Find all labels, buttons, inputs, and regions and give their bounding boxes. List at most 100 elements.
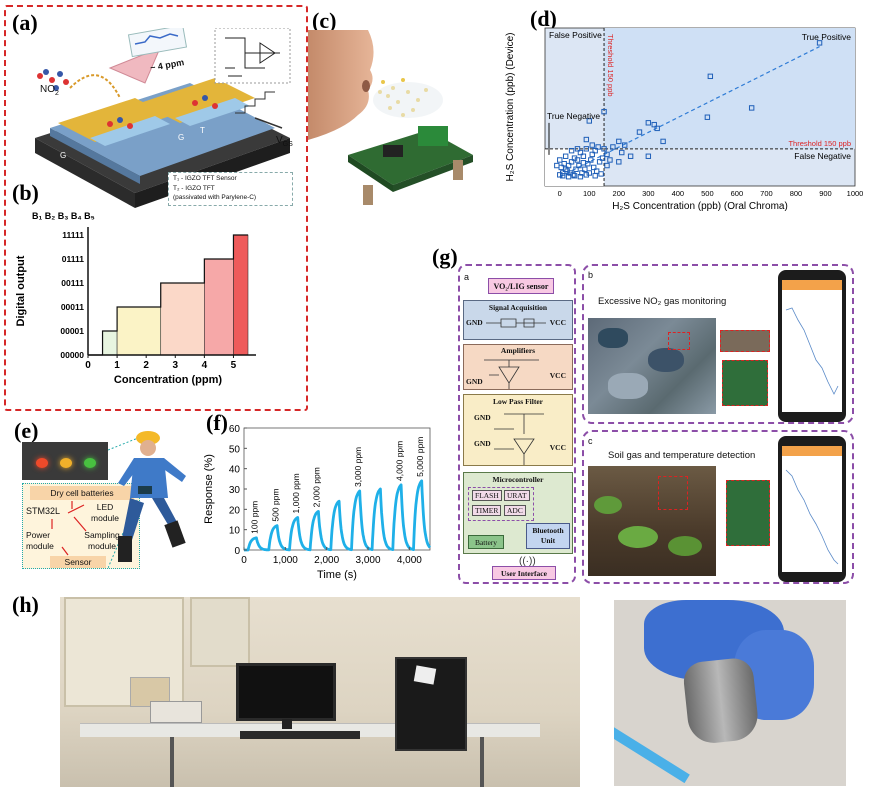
x-tick-label: 900 [819, 189, 832, 198]
g-c-title: Soil gas and temperature detection [608, 450, 756, 461]
data-point [616, 138, 622, 145]
data-point [645, 120, 652, 126]
x-tick-label: 1000 [847, 189, 864, 198]
data-point [571, 173, 578, 179]
quadrant-false-negative: False Negative [794, 151, 851, 161]
x-tick-label: 2,000 [314, 555, 339, 566]
x-tick-label: 0 [241, 555, 247, 566]
x-tick-label: 1,000 [273, 555, 298, 566]
data-point [586, 170, 592, 176]
data-point [645, 153, 652, 159]
data-point [562, 153, 569, 159]
pulse-label: 100 ppm [250, 501, 260, 534]
bits-header: B₁ B₂ B₃ B₄ B₅ [32, 211, 95, 221]
data-point [598, 171, 604, 177]
data-point [586, 118, 592, 124]
x-tick-label: 800 [790, 189, 803, 198]
led-module-label: LED module [91, 502, 119, 523]
pulse-label: 5,000 ppm [415, 437, 425, 477]
svg-text:G: G [178, 133, 184, 142]
x-tick-label: 700 [760, 189, 773, 198]
data-point [816, 40, 823, 46]
panel-c-label: (c) [312, 8, 337, 33]
no2-label: NO2 [40, 84, 59, 97]
y-tick-label: 20 [229, 505, 241, 516]
data-point [595, 144, 601, 150]
sensor-label: Sensor [50, 556, 106, 568]
data-point [660, 138, 666, 145]
electrode-left [58, 98, 170, 142]
threshold-label-horizontal: Threshold 150 ppb [788, 139, 851, 148]
data-point [610, 144, 616, 150]
data-point [560, 173, 566, 179]
x-tick-label: 5 [231, 360, 237, 371]
data-point [592, 147, 598, 154]
svg-text:T: T [200, 126, 205, 135]
data-point [607, 157, 613, 163]
data-point [576, 162, 582, 169]
data-point [636, 129, 643, 135]
x-tick-label: 1 [114, 360, 120, 371]
panel-d-label: (d) [530, 6, 557, 31]
x-tick-label: 0 [85, 360, 91, 371]
data-point [704, 114, 711, 120]
data-point [592, 173, 598, 179]
panel-e-label: (e) [14, 418, 39, 443]
face-profile [308, 30, 374, 140]
quadrant-true-negative: True Negative [547, 111, 600, 121]
soil-photo [588, 466, 716, 576]
stm32l-label: STM32L [26, 506, 61, 516]
quadrant-true-positive: True Positive [802, 32, 852, 42]
data-point [583, 136, 590, 143]
data-point [619, 149, 625, 156]
x-tick-label: 2 [143, 360, 149, 371]
low-pass-filter-block: Low Pass Filter GND GND VCC [463, 394, 573, 466]
microcontroller-block: Microcontroller FLASH URAT TIMER ADC Bat… [463, 472, 573, 554]
data-point [568, 147, 575, 154]
data-point [574, 146, 581, 152]
led-photo [22, 442, 108, 480]
data-point [565, 174, 572, 180]
breath-device-photo [308, 30, 478, 210]
y-tick-label: 00011 [61, 302, 84, 312]
adc-chip: ADC [504, 505, 526, 516]
power-module-label: Power module [26, 530, 54, 551]
line-chart-f: 100 ppm 500 ppm 1,000 ppm 2,000 ppm 3,000 pp… [203, 424, 432, 581]
x-tick-label: 4,000 [397, 555, 422, 566]
data-point [601, 146, 607, 152]
data-point [599, 155, 606, 161]
pulse-label: 3,000 ppm [353, 447, 363, 487]
x-tick-label: 600 [731, 189, 744, 198]
electrode-right [140, 78, 255, 123]
data-point [568, 159, 575, 165]
y-tick-label: 10 [229, 526, 241, 537]
panel-g-label: (g) [432, 244, 458, 269]
y-tick-label: 00000 [60, 350, 84, 360]
pulse-label: 2,000 ppm [312, 467, 322, 507]
y-tick-label: 40 [229, 465, 241, 476]
scatter-chart-d: False Positive True Positive True Negative… [505, 27, 864, 212]
svg-text:G: G [60, 151, 66, 160]
data-point [589, 142, 595, 148]
x-tick-label: 200 [613, 189, 626, 198]
pulse-label: 4,000 ppm [394, 441, 404, 481]
data-point [577, 174, 584, 180]
data-point [651, 121, 657, 128]
step-chart-b: B₁ B₂ B₃ B₄ B₅00000000010001100111011111… [15, 211, 256, 386]
amplifiers-block: Amplifiers GND VCC [463, 344, 573, 390]
g-c-sublabel: c [588, 436, 593, 446]
phone-2 [778, 436, 846, 582]
data-point [583, 146, 590, 152]
y-axis-label: H₂S Concentration (ppb) (Device) [505, 33, 516, 182]
true-positive-region [604, 28, 855, 149]
bluetooth-box: Bluetooth Unit [526, 523, 570, 549]
vgs-label: VGS [276, 135, 293, 148]
pcb-closeup-2 [726, 480, 770, 546]
data-point [601, 108, 607, 115]
pulse-label: 500 ppm [270, 489, 280, 522]
g-a-frame [458, 264, 576, 584]
sensor-box: VO₂/LIG sensor [488, 278, 554, 294]
data-point [573, 166, 579, 172]
step-line [88, 234, 248, 356]
response-series [243, 479, 432, 552]
